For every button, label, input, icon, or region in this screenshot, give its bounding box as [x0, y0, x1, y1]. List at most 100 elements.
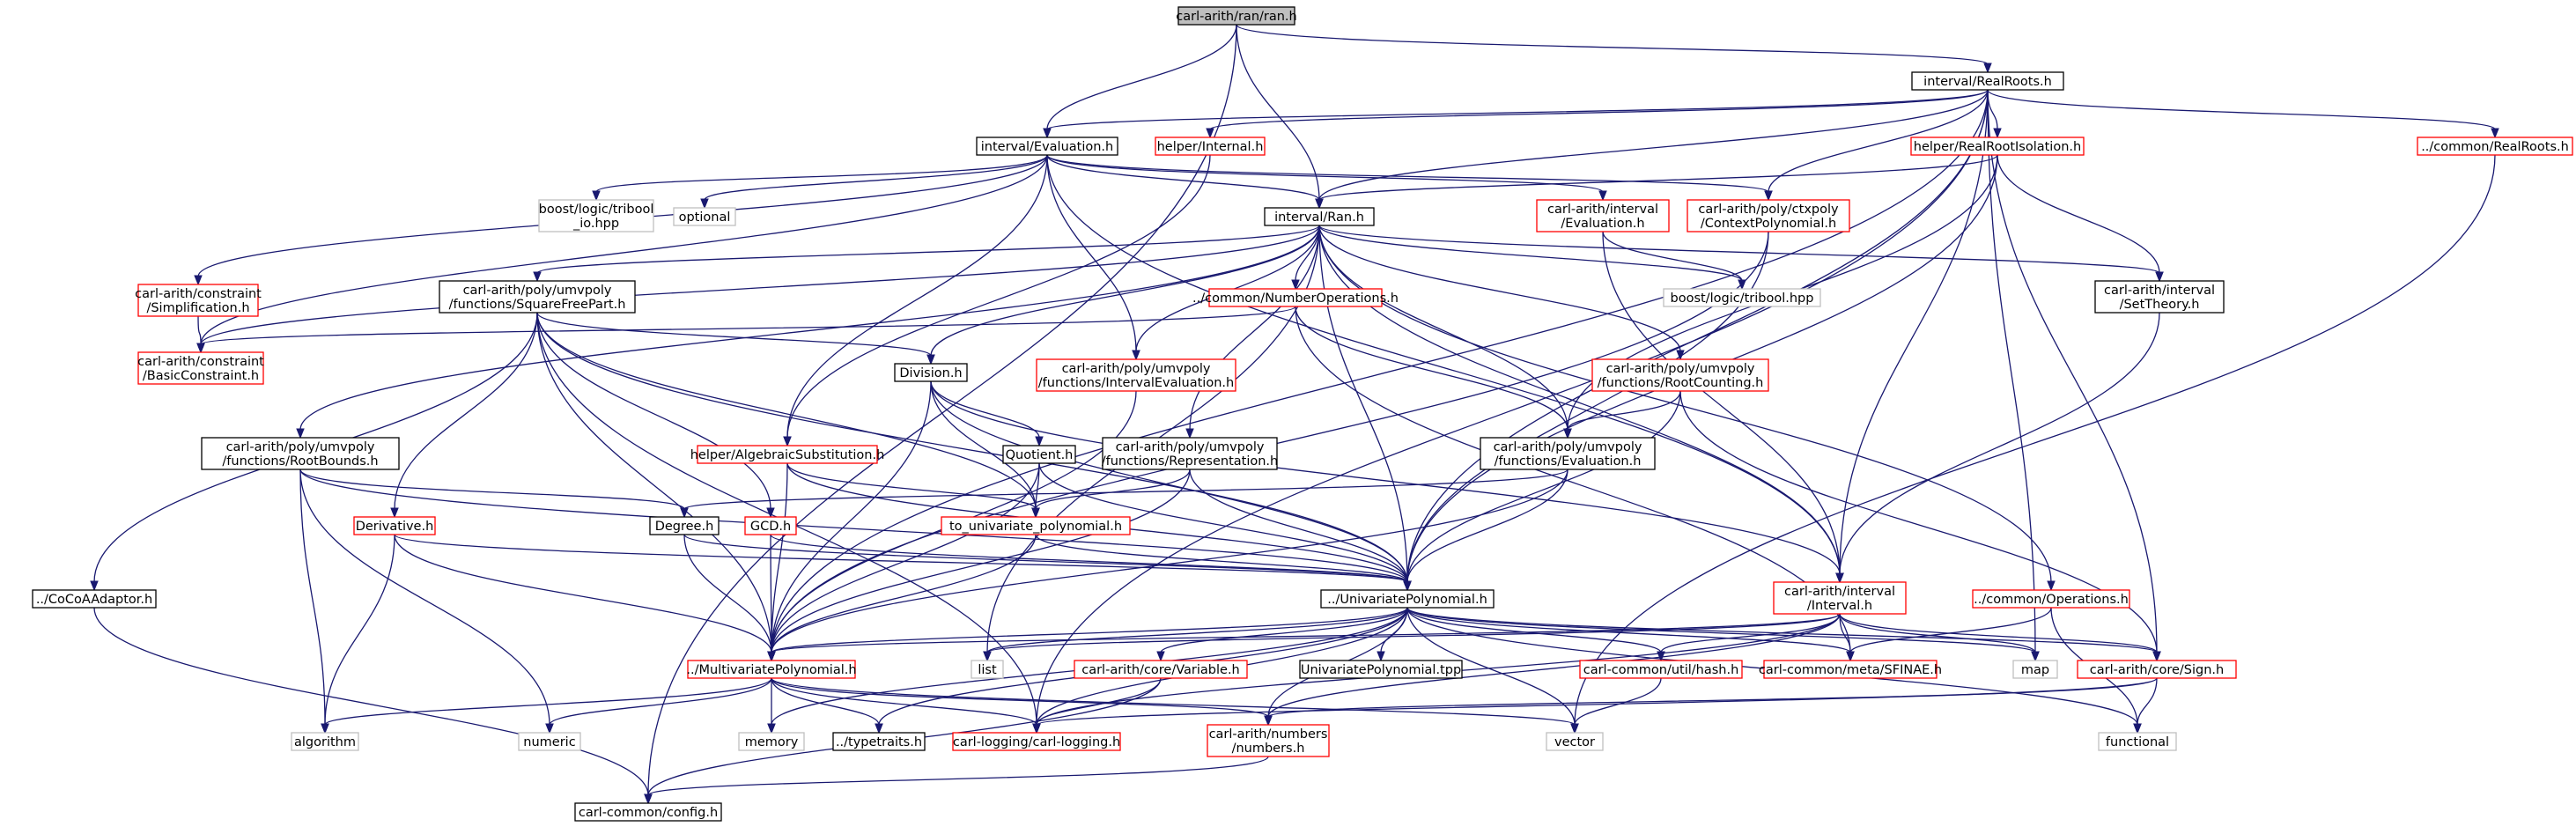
node-basicconstraint[interactable]: carl-arith/constraint/BasicConstraint.h [137, 351, 264, 385]
node-representation[interactable]: carl-arith/poly/umvpoly/functions/Repres… [1102, 437, 1278, 470]
edge-cocoa-to-config [93, 607, 653, 805]
node-label: interval/Evaluation.h [981, 140, 1113, 154]
node-label: /BasicConstraint.h [143, 369, 259, 383]
node-hash[interactable]: carl-common/util/hash.h [1579, 660, 1743, 679]
node-division[interactable]: Division.h [894, 363, 968, 382]
node-ran[interactable]: carl-arith/ran/ran.h [1176, 6, 1297, 26]
node-label: carl-arith/poly/umvpoly [463, 284, 612, 298]
node-label: /functions/Evaluation.h [1495, 454, 1642, 469]
node-box [1299, 660, 1463, 679]
node-helperinternal[interactable]: helper/Internal.h [1155, 137, 1266, 156]
node-gcd[interactable]: GCD.h [744, 516, 797, 535]
node-label: carl-arith/poly/ctxpoly [1698, 203, 1839, 217]
node-label: carl-arith/interval [1547, 203, 1658, 217]
node-realroots[interactable]: interval/RealRoots.h [1911, 71, 2064, 91]
node-algorithm: algorithm [291, 732, 359, 751]
edge-division-to-quotient [930, 380, 1044, 447]
node-box [538, 199, 654, 232]
node-label: carl-common/meta/SFINAE.h [1759, 663, 1942, 677]
node-box [1663, 288, 1821, 307]
node-cocoa[interactable]: ../CoCoAAdaptor.h [32, 589, 157, 609]
node-variable[interactable]: carl-arith/core/Variable.h [1074, 660, 1248, 679]
edge-fneval-to-degree [680, 469, 1568, 519]
node-operations[interactable]: ../common/Operations.h [1972, 589, 2130, 609]
node-label: /functions/RootCounting.h [1598, 376, 1764, 390]
edge-multivariate-to-memory [767, 677, 776, 734]
node-config[interactable]: carl-common/config.h [574, 802, 722, 822]
node-intervalran[interactable]: interval/Ran.h [1264, 207, 1375, 226]
edge-realroots-to-intervalran [1315, 89, 1989, 210]
node-label: UnivariatePolynomial.tpp [1301, 663, 1461, 677]
node-label: GCD.h [750, 520, 791, 534]
node-univtpp[interactable]: UnivariatePolynomial.tpp [1299, 660, 1463, 679]
edge-rootbounds-to-numeric [299, 469, 554, 734]
node-box [832, 732, 926, 751]
node-rootbounds[interactable]: carl-arith/poly/umvpoly/functions/RootBo… [201, 437, 400, 470]
node-label: helper/RealRootIsolation.h [1914, 140, 2081, 154]
node-tounivariate[interactable]: to_univariate_polynomial.h [941, 516, 1131, 535]
node-optional: optional [673, 207, 736, 226]
node-label: /functions/RootBounds.h [222, 454, 378, 469]
edge-intervalran-to-tribool [1318, 225, 1746, 291]
node-quotient[interactable]: Quotient.h [1002, 445, 1076, 464]
node-label: ../typetraits.h [836, 735, 922, 749]
edge-ieval-to-algsubst [783, 154, 1048, 447]
node-sfinae[interactable]: carl-common/meta/SFINAE.h [1759, 660, 1942, 679]
node-label: /Simplification.h [146, 301, 249, 315]
node-box [1036, 358, 1236, 392]
edge-rootcounting-to-fneval [1563, 390, 1681, 439]
node-typetraits[interactable]: ../typetraits.h [832, 732, 926, 751]
node-box [894, 363, 968, 382]
node-settheory[interactable]: carl-arith/interval/SetTheory.h [2094, 280, 2225, 314]
node-sign[interactable]: carl-arith/core/Sign.h [2077, 660, 2237, 679]
node-box [137, 284, 259, 317]
node-list: list [971, 660, 1004, 679]
node-derivative[interactable]: Derivative.h [353, 516, 436, 535]
node-ciieval[interactable]: carl-arith/interval/Evaluation.h [1536, 199, 1670, 232]
node-algsubst[interactable]: helper/AlgebraicSubstitution.h [690, 445, 885, 464]
node-ctxpoly[interactable]: carl-arith/poly/ctxpoly/ContextPolynomia… [1687, 199, 1850, 232]
node-box [201, 437, 400, 470]
node-constraintsimp[interactable]: carl-arith/constraint/Simplification.h [135, 284, 262, 317]
node-box [1536, 199, 1670, 232]
node-numbers[interactable]: carl-arith/numbers/numbers.h [1207, 724, 1330, 757]
node-logging[interactable]: carl-logging/carl-logging.h [952, 732, 1121, 751]
node-box [952, 732, 1121, 751]
node-tribool_io: boost/logic/tribool_io.hpp [538, 199, 654, 232]
edge-ieval-to-ctxpoly [1046, 154, 1773, 202]
node-univariate[interactable]: ../UnivariatePolynomial.h [1320, 589, 1495, 609]
node-label: carl-arith/poly/umvpoly [226, 440, 375, 454]
edge-commonrealroots-to-vector [1570, 154, 2496, 734]
edge-realroots-to-commonrealroots [1987, 89, 2499, 139]
edge-intervalran-to-rootbounds [296, 225, 1320, 439]
edge-intervalran-to-sqfree [533, 225, 1320, 283]
node-label: functional [2106, 735, 2169, 749]
node-label: carl-logging/carl-logging.h [953, 735, 1120, 749]
node-box [1480, 437, 1656, 470]
node-box [1763, 660, 1938, 679]
node-multivariate[interactable]: ../MultivariatePolynomial.h [686, 660, 857, 679]
node-sqfree[interactable]: carl-arith/poly/umvpoly/functions/Square… [439, 280, 636, 314]
node-box [2012, 660, 2058, 679]
edge-ieval-to-basicconstraint [196, 154, 1048, 354]
edge-tounivariate-to-univariate [1035, 534, 1412, 592]
edge-interval-to-multivariate [767, 613, 1841, 662]
node-label: ../MultivariatePolynomial.h [686, 663, 856, 677]
node-box [291, 732, 359, 751]
edge-ieval-to-intervalran [1046, 154, 1324, 210]
node-label: ../UnivariatePolynomial.h [1327, 593, 1487, 607]
edge-ran-to-realroots [1236, 24, 1992, 74]
node-label: /ContextPolynomial.h [1701, 217, 1836, 231]
node-box [1208, 288, 1383, 307]
node-fneval[interactable]: carl-arith/poly/umvpoly/functions/Evalua… [1480, 437, 1656, 470]
node-commonrealroots[interactable]: ../common/RealRoots.h [2417, 137, 2573, 156]
node-degree[interactable]: Degree.h [649, 516, 720, 535]
node-numops[interactable]: ../common/NumberOperations.h [1192, 288, 1399, 307]
node-box [2417, 137, 2573, 156]
node-interval[interactable]: carl-arith/interval/Interval.h [1773, 581, 1907, 615]
node-rootcounting[interactable]: carl-arith/poly/umvpoly/functions/RootCo… [1591, 358, 1769, 392]
node-rootiso[interactable]: helper/RealRootIsolation.h [1910, 137, 2085, 156]
edge-hash-to-vector [1570, 677, 1662, 734]
node-intervaleval[interactable]: carl-arith/poly/umvpoly/functions/Interv… [1036, 358, 1236, 392]
node-ieval[interactable]: interval/Evaluation.h [976, 137, 1118, 156]
